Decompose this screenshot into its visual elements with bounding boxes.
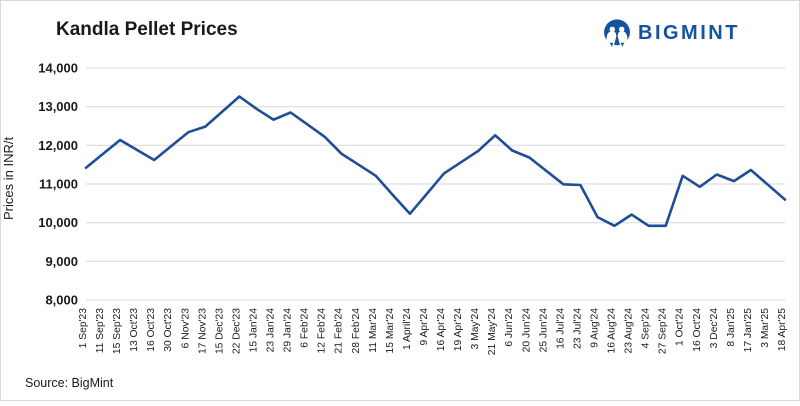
svg-text:6 Feb'24: 6 Feb'24 — [300, 308, 311, 348]
svg-text:8 Jan'25: 8 Jan'25 — [726, 308, 737, 347]
svg-text:23 Jan'24: 23 Jan'24 — [266, 308, 277, 353]
svg-text:15 Dec'23: 15 Dec'23 — [214, 308, 225, 354]
svg-text:1 April'24: 1 April'24 — [402, 308, 413, 350]
svg-text:3 Mar'25: 3 Mar'25 — [760, 308, 771, 348]
svg-text:16 Aug'24: 16 Aug'24 — [607, 308, 618, 354]
svg-text:16 Oct'24: 16 Oct'24 — [692, 308, 703, 352]
svg-text:14,000: 14,000 — [38, 61, 78, 76]
svg-text:11,000: 11,000 — [39, 177, 78, 192]
svg-text:22 Dec'23: 22 Dec'23 — [231, 308, 242, 354]
svg-text:16 Apr'24: 16 Apr'24 — [436, 308, 447, 351]
svg-text:28 Feb'24: 28 Feb'24 — [351, 308, 362, 354]
svg-text:18 Apr'25: 18 Apr'25 — [777, 308, 788, 351]
svg-text:20 Jun'24: 20 Jun'24 — [521, 308, 532, 353]
svg-text:15 Jan'24: 15 Jan'24 — [249, 308, 260, 353]
svg-text:29 Jan'24: 29 Jan'24 — [283, 308, 294, 353]
svg-text:1 Oct'24: 1 Oct'24 — [675, 308, 686, 346]
svg-text:13 Oct'23: 13 Oct'23 — [129, 308, 140, 352]
svg-text:21 Feb'24: 21 Feb'24 — [334, 308, 345, 354]
svg-text:9 Aug'24: 9 Aug'24 — [590, 308, 601, 348]
svg-text:12 Feb'24: 12 Feb'24 — [317, 308, 328, 354]
svg-text:25 Jun'24: 25 Jun'24 — [538, 308, 549, 353]
svg-text:21 May'24: 21 May'24 — [487, 308, 498, 355]
svg-text:10,000: 10,000 — [38, 215, 78, 230]
svg-text:3 Dec'24: 3 Dec'24 — [709, 308, 720, 349]
svg-text:17 Nov'23: 17 Nov'23 — [197, 308, 208, 354]
svg-text:23 Jul'24: 23 Jul'24 — [572, 308, 583, 349]
svg-text:1 Sep'23: 1 Sep'23 — [78, 308, 89, 349]
svg-text:6 Nov'23: 6 Nov'23 — [180, 308, 191, 349]
svg-text:4 Sep'24: 4 Sep'24 — [641, 308, 652, 349]
svg-text:13,000: 13,000 — [38, 99, 78, 114]
svg-text:15 Mar'24: 15 Mar'24 — [385, 308, 396, 354]
svg-text:3 May'24: 3 May'24 — [470, 308, 481, 350]
svg-text:9 Apr'24: 9 Apr'24 — [419, 308, 430, 346]
svg-text:16 Jul'24: 16 Jul'24 — [555, 308, 566, 349]
svg-text:11 Mar'24: 11 Mar'24 — [368, 308, 379, 353]
svg-text:11 Sep'23: 11 Sep'23 — [95, 308, 106, 354]
svg-text:23 Aug'24: 23 Aug'24 — [624, 308, 635, 354]
svg-text:6 Jun'24: 6 Jun'24 — [504, 308, 515, 347]
svg-text:9,000: 9,000 — [45, 254, 78, 269]
svg-text:19 Apr'24: 19 Apr'24 — [453, 308, 464, 351]
svg-text:30 Oct'23: 30 Oct'23 — [163, 308, 174, 352]
svg-text:8,000: 8,000 — [45, 293, 78, 308]
svg-text:15 Sep'23: 15 Sep'23 — [112, 308, 123, 354]
svg-text:12,000: 12,000 — [38, 138, 78, 153]
svg-text:17 Jan'25: 17 Jan'25 — [743, 308, 754, 353]
svg-text:27 Sep'24: 27 Sep'24 — [658, 308, 669, 354]
svg-text:16 Oct'23: 16 Oct'23 — [146, 308, 157, 352]
